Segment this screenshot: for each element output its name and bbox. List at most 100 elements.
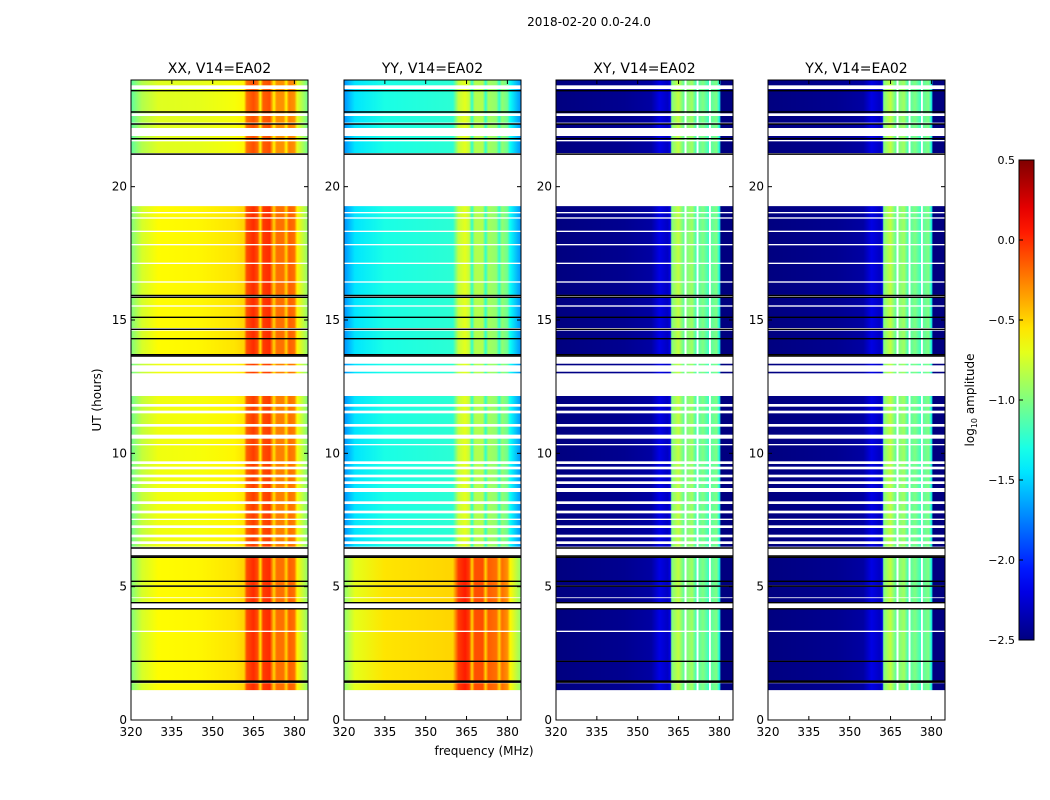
y-tick-label: 0 <box>119 713 127 727</box>
heatmap-segment <box>556 90 733 114</box>
x-tick-label: 335 <box>797 725 820 739</box>
panel-title: XY, V14=EA02 <box>593 61 695 77</box>
heatmap-segment <box>131 264 308 282</box>
heatmap-segment <box>131 124 308 128</box>
heatmap-segment <box>768 80 945 86</box>
y-tick-label: 10 <box>325 446 340 460</box>
heatmap-segment <box>556 206 733 212</box>
axes-frame <box>343 79 522 721</box>
heatmap-segment <box>344 609 521 631</box>
heatmap-segment <box>344 80 521 86</box>
heatmap-segment <box>131 445 308 462</box>
heatmap-segment <box>768 282 945 295</box>
heatmap-segment <box>768 363 945 366</box>
y-tick-label: 5 <box>544 580 552 594</box>
x-tick-label: 380 <box>708 725 731 739</box>
heatmap-segment <box>344 330 521 355</box>
x-tick-label: 320 <box>333 725 356 739</box>
heatmap-segment <box>556 504 733 511</box>
axes-frame <box>130 79 309 721</box>
heatmap-segment <box>344 363 521 366</box>
heatmap-segment <box>131 141 308 154</box>
heatmap-segment <box>344 406 521 411</box>
heatmap-segment <box>768 124 945 128</box>
x-tick-label: 365 <box>667 725 690 739</box>
x-tick-label: 350 <box>838 725 861 739</box>
heatmap-segment <box>768 513 945 519</box>
panel-yx: YX, V14=EA02 320 335 350 365 380 0 5 10 15 20 <box>749 61 946 739</box>
x-tick-label: 365 <box>242 725 265 739</box>
heatmap-segment <box>344 528 521 535</box>
heatmap-segment <box>768 492 945 502</box>
x-tick-label: 380 <box>920 725 943 739</box>
colorbar-tick-label: −0.5 <box>988 314 1015 327</box>
y-tick-label: 5 <box>119 580 127 594</box>
heatmap-segment <box>768 90 945 114</box>
heatmap-segment <box>556 282 733 295</box>
x-tick-label: 335 <box>585 725 608 739</box>
heatmap-segment <box>131 363 308 366</box>
heatmap-segment <box>131 477 308 482</box>
heatmap-segment <box>556 396 733 404</box>
x-tick-label: 380 <box>496 725 519 739</box>
heatmap-segment <box>131 426 308 435</box>
y-tick-label: 20 <box>537 180 552 194</box>
heatmap-segment <box>768 297 945 306</box>
heatmap-segment <box>768 213 945 218</box>
heatmap-segment <box>768 484 945 488</box>
heatmap-segment <box>344 464 521 467</box>
x-tick-label: 350 <box>201 725 224 739</box>
y-tick-label: 10 <box>749 446 764 460</box>
colorbar-tick-label: 0.0 <box>998 234 1016 247</box>
heatmap-segment <box>556 218 733 231</box>
y-tick-label: 5 <box>332 580 340 594</box>
heatmap-segment <box>131 213 308 218</box>
heatmap-segment <box>131 544 308 547</box>
heatmap-segment <box>556 544 733 547</box>
panel-title: YY, V14=EA02 <box>381 61 483 77</box>
heatmap-segment <box>768 206 945 212</box>
heatmap-segment <box>556 426 733 435</box>
y-tick-label: 15 <box>537 313 552 327</box>
heatmap-segment <box>344 396 521 404</box>
x-tick-label: 380 <box>283 725 306 739</box>
heatmap-segment <box>768 477 945 482</box>
heatmap-segment <box>344 484 521 488</box>
panel-xx: XX, V14=EA02 320 335 350 365 380 0 5 10 15 20 <box>112 61 309 739</box>
heatmap-segment <box>768 438 945 444</box>
heatmap-segment <box>131 537 308 542</box>
colorbar-tick-label: −2.5 <box>988 634 1015 647</box>
heatmap-segment <box>768 232 945 244</box>
heatmap-segment <box>768 330 945 355</box>
heatmap-segment <box>344 124 521 128</box>
heatmap-segment <box>344 213 521 218</box>
heatmap-segment <box>768 537 945 542</box>
heatmap-segment <box>556 232 733 244</box>
colorbar: log10 amplitude 0.5 0.0 −0.5 −1.0 −1.5 −2.0 −2… <box>963 154 1035 647</box>
axes-frame <box>767 79 946 721</box>
x-tick-label: 365 <box>455 725 478 739</box>
heatmap-segment <box>131 598 308 603</box>
heatmap-segment <box>131 609 308 631</box>
heatmap-segment <box>556 297 733 306</box>
heatmap-segment <box>768 426 945 435</box>
heatmap-segment <box>556 80 733 86</box>
axes-frame <box>555 79 734 721</box>
panel-title: XX, V14=EA02 <box>168 61 271 77</box>
heatmap-segment <box>344 683 521 691</box>
colorbar-tick-label: 0.5 <box>998 154 1016 167</box>
y-tick-label: 10 <box>537 446 552 460</box>
y-tick-label: 15 <box>112 313 127 327</box>
heatmap-segment <box>131 282 308 295</box>
heatmap-segment <box>131 438 308 444</box>
heatmap-segment <box>131 528 308 535</box>
heatmap-segment <box>344 520 521 526</box>
heatmap-segment <box>344 413 521 424</box>
heatmap-segment <box>768 504 945 511</box>
colorbar-tick-label: −2.0 <box>988 554 1015 567</box>
heatmap-segment <box>556 598 733 603</box>
heatmap-segment <box>556 245 733 263</box>
heatmap-segment <box>131 586 308 598</box>
x-tick-label: 365 <box>879 725 902 739</box>
heatmap-segment <box>344 206 521 212</box>
